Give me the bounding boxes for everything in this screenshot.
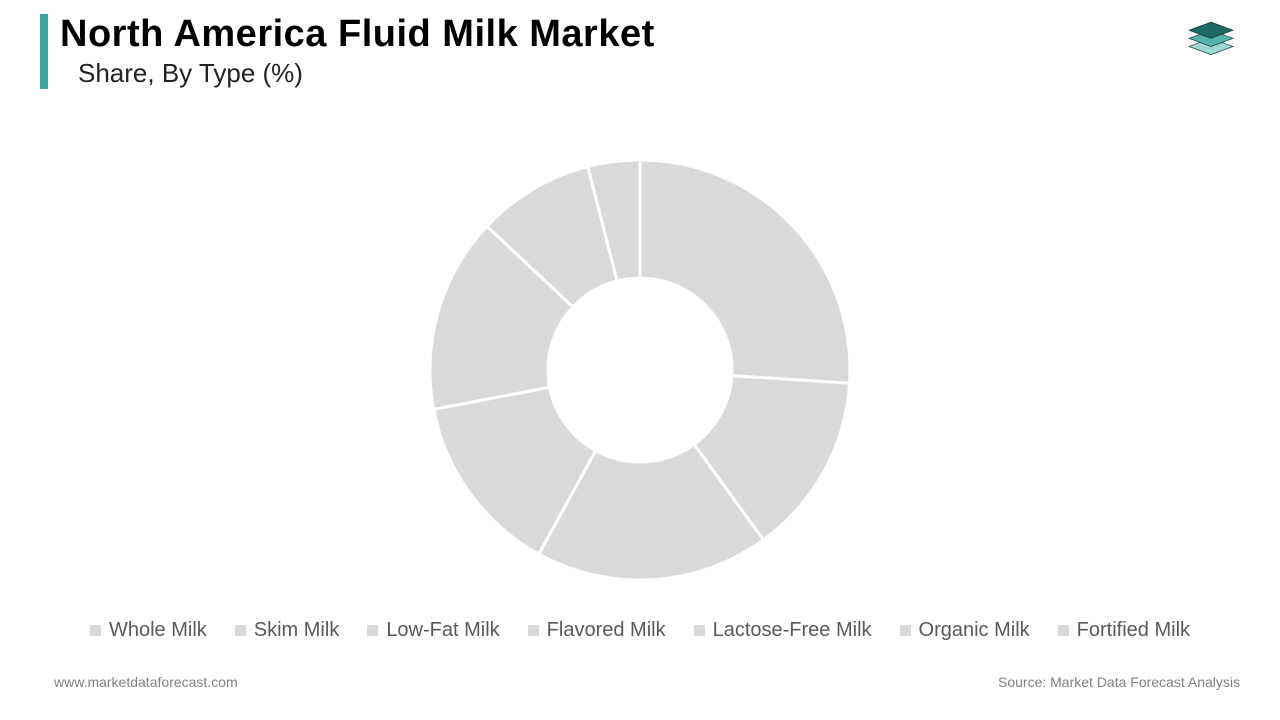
legend-item: Whole Milk	[90, 619, 207, 642]
accent-bar	[40, 14, 48, 89]
legend-label: Organic Milk	[919, 619, 1030, 642]
legend-item: Flavored Milk	[528, 619, 666, 642]
legend-item: Skim Milk	[235, 619, 340, 642]
legend-item: Lactose-Free Milk	[694, 619, 872, 642]
footer-source: Source: Market Data Forecast Analysis	[998, 674, 1240, 690]
footer-url: www.marketdataforecast.com	[54, 674, 238, 690]
header: North America Fluid Milk Market Share, B…	[40, 14, 655, 89]
page-subtitle: Share, By Type (%)	[78, 58, 655, 89]
legend-label: Whole Milk	[109, 619, 207, 642]
brand-logo-icon	[1182, 14, 1240, 72]
legend-label: Low-Fat Milk	[386, 619, 499, 642]
chart-legend: Whole Milk Skim Milk Low-Fat Milk Flavored …	[0, 619, 1280, 642]
legend-swatch-icon	[90, 625, 101, 636]
legend-swatch-icon	[1058, 625, 1069, 636]
donut-center	[548, 278, 732, 462]
legend-swatch-icon	[528, 625, 539, 636]
legend-swatch-icon	[900, 625, 911, 636]
legend-label: Skim Milk	[254, 619, 340, 642]
legend-item: Organic Milk	[900, 619, 1030, 642]
legend-label: Flavored Milk	[547, 619, 666, 642]
donut-chart	[420, 150, 860, 590]
legend-item: Fortified Milk	[1058, 619, 1190, 642]
legend-label: Fortified Milk	[1077, 619, 1190, 642]
legend-item: Low-Fat Milk	[367, 619, 499, 642]
legend-swatch-icon	[235, 625, 246, 636]
legend-label: Lactose-Free Milk	[713, 619, 872, 642]
title-block: North America Fluid Milk Market Share, B…	[60, 14, 655, 89]
page-title: North America Fluid Milk Market	[60, 14, 655, 56]
legend-swatch-icon	[694, 625, 705, 636]
legend-swatch-icon	[367, 625, 378, 636]
